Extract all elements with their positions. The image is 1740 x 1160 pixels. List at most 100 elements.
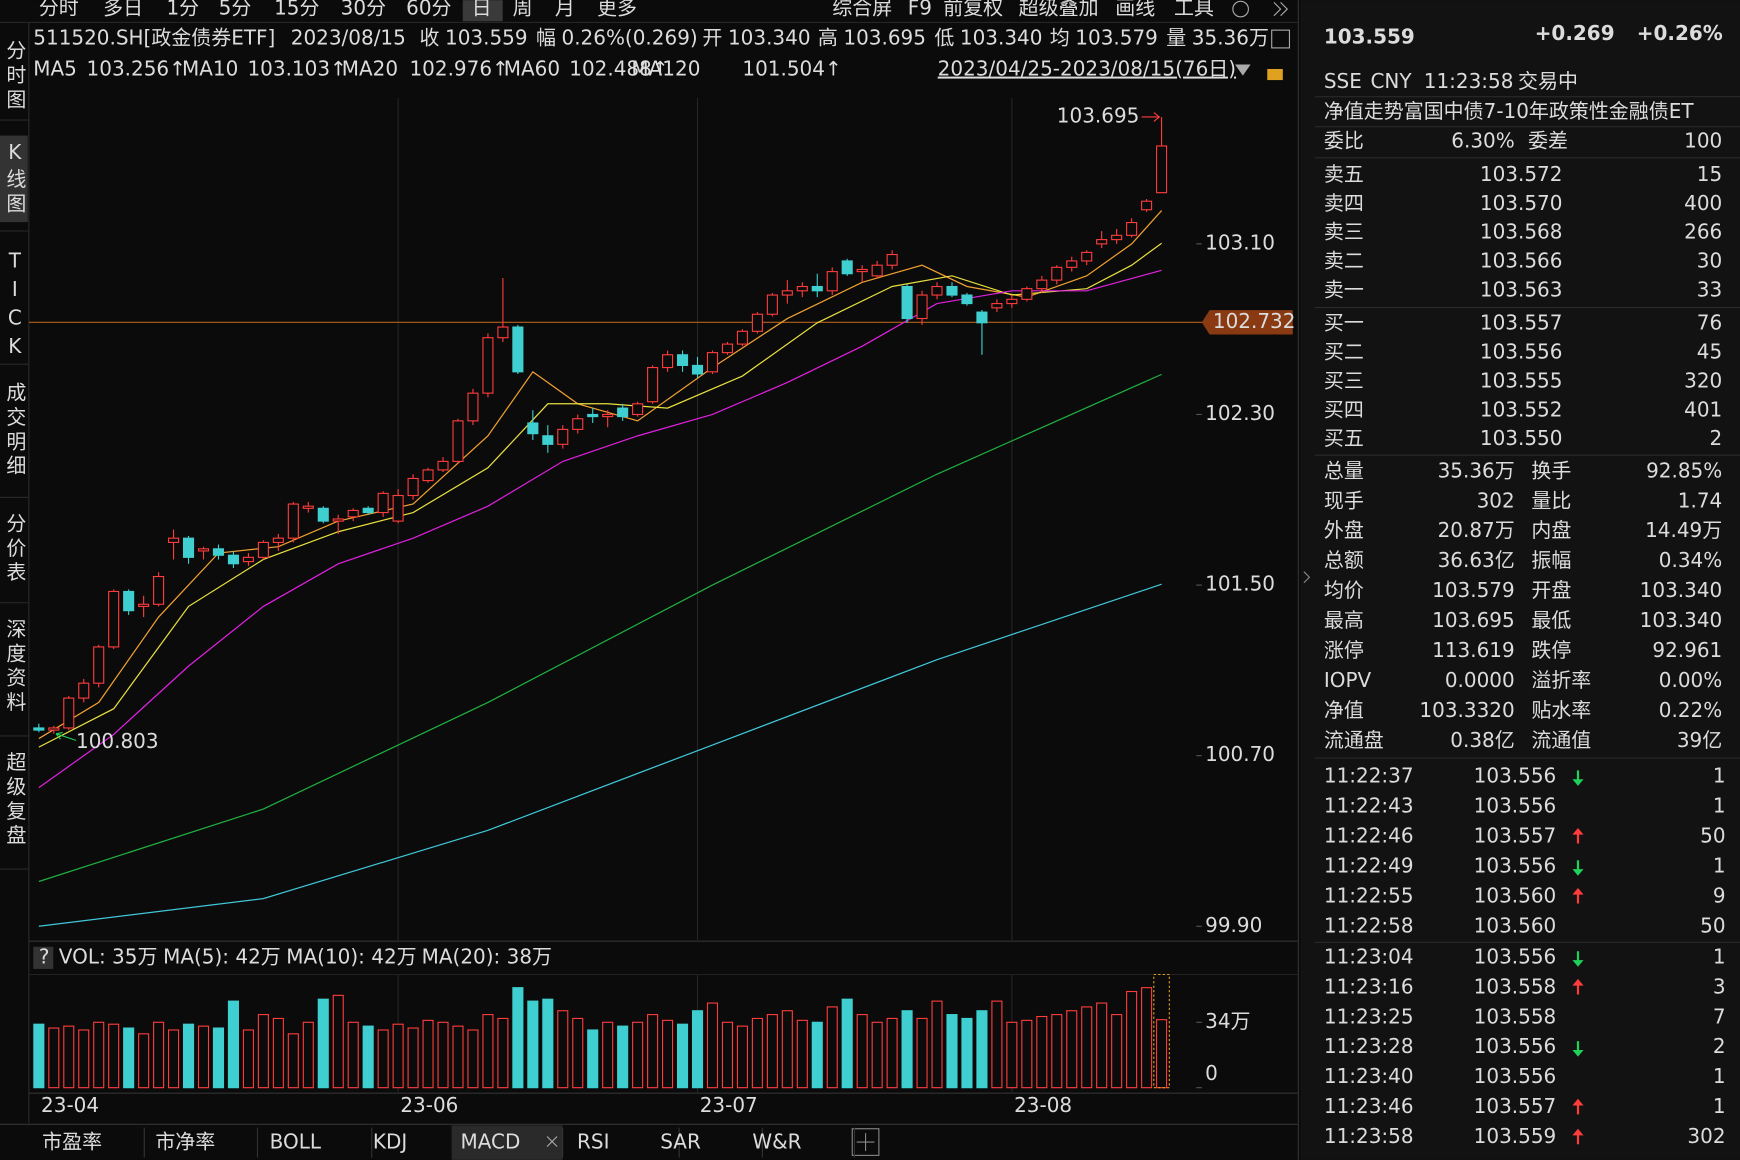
volume-bar: [1021, 1019, 1033, 1089]
range-dropdown[interactable]: [1235, 64, 1251, 76]
ma-line: [38, 269, 1162, 789]
period-tab[interactable]: 周: [513, 0, 533, 20]
stat-label: 现手: [1324, 488, 1364, 512]
tick-volume: 50: [1700, 913, 1725, 937]
symbol: 511520.SH[政金债券ETF]: [33, 26, 275, 50]
book-qty: 30: [1697, 249, 1722, 273]
lock-icon[interactable]: [1267, 68, 1283, 81]
candle-body: [1021, 288, 1033, 300]
info-label: 量: [1166, 26, 1186, 50]
indicator-tab[interactable]: BOLL: [270, 1130, 322, 1154]
tool-button[interactable]: 前复权: [943, 0, 1003, 20]
volume-bar: [946, 1014, 958, 1089]
volume-bar: [766, 1014, 778, 1089]
candle-body: [197, 548, 210, 552]
period-tab[interactable]: 30分: [341, 0, 386, 20]
volume-bar: [362, 1025, 374, 1089]
indicator-tab[interactable]: 市盈率: [42, 1130, 102, 1154]
candle-body: [781, 290, 793, 296]
tool-button[interactable]: F9: [908, 0, 932, 20]
add-tab[interactable]: [851, 1128, 880, 1156]
sidebar-tab[interactable]: 深度资料: [3, 618, 27, 716]
quote-panel: [1300, 0, 1740, 1160]
stat-value: 103.695: [1432, 608, 1515, 632]
help-box[interactable]: [33, 946, 54, 969]
tab-close[interactable]: [546, 1136, 558, 1147]
period-tab[interactable]: 日: [472, 0, 492, 20]
candle-body: [437, 460, 449, 471]
price-line-label-bg: [1201, 310, 1293, 335]
period-tab[interactable]: 更多: [597, 0, 637, 20]
period-tab[interactable]: 15分: [274, 0, 319, 20]
tool-button[interactable]: 工具: [1174, 0, 1214, 20]
down-arrow: [1572, 860, 1584, 876]
tick-time: 11:22:55: [1324, 883, 1414, 907]
period-tab[interactable]: 5分: [219, 0, 252, 20]
period-tab[interactable]: 月: [555, 0, 575, 20]
volume-bar: [1096, 1002, 1108, 1089]
volume-bar: [392, 1023, 404, 1089]
diff-label: 委差: [1528, 129, 1568, 153]
sidebar-tab[interactable]: 超级复盘: [3, 751, 27, 849]
candle-body: [991, 303, 1003, 309]
candle-body: [587, 413, 599, 418]
collapse-icon[interactable]: [1303, 571, 1311, 584]
tool-button[interactable]: 画线: [1115, 0, 1155, 20]
layout-icon[interactable]: [1271, 29, 1291, 49]
settings-icon[interactable]: [1232, 0, 1249, 18]
sidebar-tab[interactable]: 分价表: [3, 512, 27, 586]
stat-label: 流通值: [1531, 728, 1591, 752]
info-value: 103.695: [843, 26, 926, 50]
candle-body: [751, 313, 763, 332]
stat-label: 外盘: [1324, 518, 1364, 542]
indicator-tab[interactable]: KDJ: [373, 1130, 407, 1154]
candle-body: [1141, 200, 1153, 211]
volume-bar: [497, 1017, 509, 1089]
indicator-tab[interactable]: 市净率: [155, 1130, 215, 1154]
volume-bar: [242, 1029, 254, 1089]
sidebar-tab[interactable]: 成交明细: [3, 381, 27, 479]
ma-legend-name: MA60: [504, 57, 560, 81]
candle-body: [212, 548, 225, 556]
indicator-tab[interactable]: RSI: [577, 1130, 609, 1154]
tick-price: 103.556: [1474, 944, 1557, 968]
help[interactable]: ?: [39, 944, 50, 968]
info-label: 开: [702, 26, 722, 50]
period-tab[interactable]: 1分: [166, 0, 199, 20]
period-tab[interactable]: 60分: [406, 0, 451, 20]
stat-label: 流通盘: [1324, 728, 1384, 752]
y-tick-label: 0: [1205, 1061, 1218, 1085]
stat-value: 14.49万: [1645, 518, 1722, 542]
tick-time: 11:22:43: [1324, 793, 1414, 817]
info-value: 103.340: [728, 26, 811, 50]
more-icon[interactable]: [1273, 2, 1289, 17]
indicator-tab[interactable]: MACD: [461, 1130, 521, 1154]
tool-button[interactable]: 综合屏: [832, 0, 892, 20]
book-level: 买五: [1324, 426, 1364, 450]
period-tab[interactable]: 多日: [103, 0, 143, 20]
ma-legend-value: 102.976↑: [409, 57, 508, 81]
y-tick-label: 100.70: [1205, 742, 1275, 766]
stat-label: 量比: [1531, 488, 1571, 512]
book-level: 卖五: [1324, 162, 1364, 186]
candle-body: [931, 285, 943, 296]
quote-time: 11:23:58: [1424, 69, 1514, 93]
date-range[interactable]: 2023/04/25-2023/08/15(76日): [938, 57, 1236, 81]
book-level: 卖四: [1324, 191, 1364, 215]
volume-bar: [1111, 1014, 1123, 1089]
vol-legend: MA(5): 42万: [163, 944, 281, 968]
sidebar-tab[interactable]: TICK: [3, 249, 27, 363]
book-price: 103.570: [1480, 191, 1563, 215]
tick-price: 103.558: [1474, 1004, 1557, 1028]
indicator-tab[interactable]: W&R: [752, 1130, 801, 1154]
period-tab[interactable]: 分时: [39, 0, 79, 20]
tick-volume: 7: [1713, 1004, 1726, 1028]
indicator-tab[interactable]: SAR: [660, 1130, 701, 1154]
stat-value: 302: [1477, 488, 1515, 512]
sidebar-tab[interactable]: K线图: [3, 140, 27, 217]
candle-body: [1126, 221, 1138, 236]
add-tab-plus[interactable]: [856, 1133, 875, 1151]
sidebar-tab[interactable]: 分时图: [3, 40, 27, 114]
tool-button[interactable]: 超级叠加: [1019, 0, 1099, 20]
tick-volume: 1: [1713, 944, 1726, 968]
